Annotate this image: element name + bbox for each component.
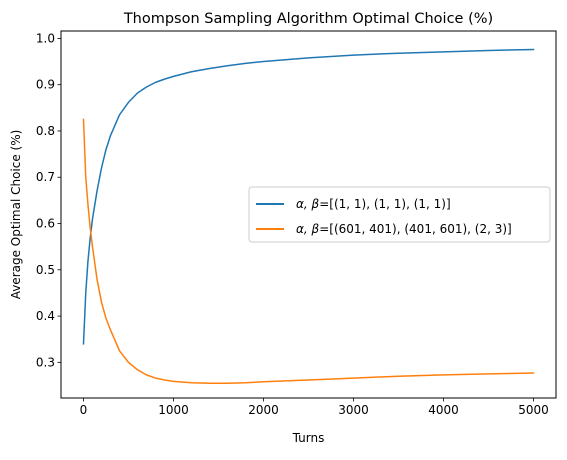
series-line <box>82 48 535 345</box>
y-tick-label: 0.8 <box>36 124 55 138</box>
series-line <box>82 118 535 384</box>
legend: α, β=[(1, 1), (1, 1), (1, 1)] α, β=[(601… <box>248 186 551 243</box>
y-tick-label: 0.9 <box>36 78 55 92</box>
plot-frame <box>60 30 557 399</box>
legend-entry: α, β=[(1, 1), (1, 1), (1, 1)] <box>296 197 451 211</box>
x-axis-ticks: 0 1000 2000 3000 4000 5000 <box>80 398 549 417</box>
y-tick-label: 0.6 <box>36 217 55 231</box>
y-tick-label: 0.3 <box>36 355 55 369</box>
x-tick-label: 5000 <box>518 403 549 417</box>
y-axis-label: Average Optimal Choice (%) <box>9 130 23 300</box>
chart-title: Thompson Sampling Algorithm Optimal Choi… <box>123 11 493 27</box>
y-tick-label: 0.5 <box>36 263 55 277</box>
x-axis-label: Turns <box>292 431 325 445</box>
y-tick-label: 0.7 <box>36 170 55 184</box>
y-axis-ticks: 0.3 0.4 0.5 0.6 0.7 0.8 0.9 1.0 <box>36 31 61 369</box>
legend-box <box>248 186 551 243</box>
x-tick-label: 0 <box>80 403 88 417</box>
y-tick-label: 0.4 <box>36 309 55 323</box>
x-tick-label: 4000 <box>428 403 459 417</box>
series-layer <box>82 48 535 384</box>
y-tick-label: 1.0 <box>36 31 55 45</box>
x-tick-label: 2000 <box>248 403 279 417</box>
legend-entry: α, β=[(601, 401), (401, 601), (2, 3)] <box>296 222 512 236</box>
x-tick-label: 1000 <box>158 403 189 417</box>
x-tick-label: 3000 <box>338 403 369 417</box>
